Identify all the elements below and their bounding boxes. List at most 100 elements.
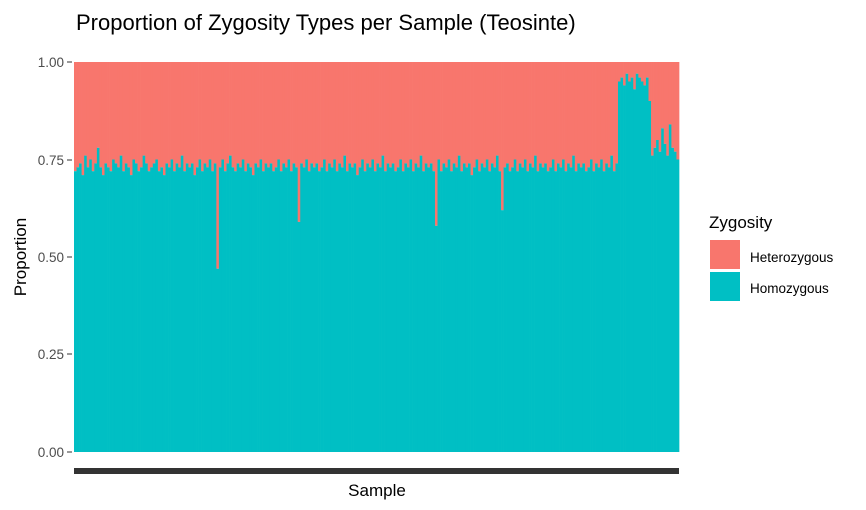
bar-heterozygous	[292, 62, 296, 164]
bar-heterozygous	[216, 62, 220, 269]
bar-heterozygous	[480, 62, 484, 164]
bar-heterozygous	[206, 62, 210, 168]
bar-homozygous	[234, 171, 238, 452]
bar-homozygous	[223, 171, 227, 452]
bar-homozygous	[114, 163, 118, 452]
bar-homozygous	[460, 171, 464, 452]
bar-homozygous	[577, 163, 581, 452]
bar-heterozygous	[142, 62, 146, 156]
bar-heterozygous	[302, 62, 306, 168]
bar-homozygous	[89, 159, 93, 452]
bar-homozygous	[320, 167, 324, 453]
bar-heterozygous	[96, 62, 100, 148]
bar-heterozygous	[180, 62, 184, 156]
bar-homozygous	[249, 167, 253, 453]
bar-heterozygous	[485, 62, 489, 160]
bar-homozygous	[373, 171, 377, 452]
bar-heterozygous	[147, 62, 151, 172]
bar-heterozygous	[279, 62, 283, 172]
bar-homozygous	[190, 163, 194, 452]
bar-heterozygous	[112, 62, 116, 160]
bar-heterozygous	[295, 62, 299, 168]
bar-homozygous	[175, 163, 179, 452]
bar-heterozygous	[495, 62, 499, 156]
bar-heterozygous	[203, 62, 207, 164]
bar-homozygous	[119, 155, 123, 452]
bar-heterozygous	[338, 62, 342, 164]
bar-homozygous	[81, 175, 85, 452]
bar-homozygous	[485, 159, 489, 452]
bar-heterozygous	[488, 62, 492, 172]
bar-homozygous	[645, 77, 649, 452]
bar-heterozygous	[513, 62, 517, 160]
bar-homozygous	[305, 159, 309, 452]
bar-homozygous	[511, 167, 515, 453]
bar-homozygous	[170, 159, 174, 452]
legend-swatch-homozygous	[710, 272, 740, 301]
bar-heterozygous	[468, 62, 471, 164]
bar-homozygous	[269, 163, 273, 452]
bar-homozygous	[254, 163, 258, 452]
bar-heterozygous	[442, 62, 446, 164]
bar-homozygous	[498, 171, 502, 452]
bar-heterozygous	[284, 62, 288, 168]
bar-heterozygous	[239, 62, 243, 168]
bar-heterozygous	[630, 62, 634, 78]
bar-heterozygous	[450, 62, 454, 172]
bar-homozygous	[277, 159, 281, 452]
bar-homozygous	[638, 77, 642, 452]
bar-heterozygous	[610, 62, 614, 156]
bar-homozygous	[353, 163, 357, 452]
bar-heterozygous	[409, 62, 413, 160]
bar-homozygous	[274, 167, 278, 453]
bar-heterozygous	[434, 62, 438, 226]
bar-heterozygous	[190, 62, 194, 164]
bar-homozygous	[404, 163, 408, 452]
bar-heterozygous	[523, 62, 527, 160]
bar-homozygous	[562, 159, 565, 452]
bar-heterozygous	[129, 62, 133, 176]
bar-heterozygous	[404, 62, 408, 164]
bar-heterozygous	[119, 62, 123, 156]
bar-homozygous	[399, 159, 403, 452]
bar-homozygous	[292, 163, 296, 452]
bar-homozygous	[615, 163, 619, 452]
bar-heterozygous	[79, 62, 82, 164]
bar-heterozygous	[501, 62, 504, 211]
bar-heterozygous	[465, 62, 469, 168]
y-axis: 1.00 0.75 0.50 0.25 0.00	[38, 55, 72, 460]
bar-homozygous	[579, 167, 583, 453]
bar-heterozygous	[343, 62, 347, 156]
bar-heterozygous	[290, 62, 293, 172]
bar-homozygous	[379, 167, 382, 453]
bar-homozygous	[145, 163, 149, 452]
bar-homozygous	[307, 171, 311, 452]
bar-homozygous	[445, 167, 449, 453]
bar-homozygous	[74, 171, 77, 452]
bar-heterozygous	[132, 62, 136, 160]
bar-homozygous	[572, 155, 576, 452]
bar-heterozygous	[244, 62, 248, 172]
bar-homozygous	[455, 167, 459, 453]
bar-heterozygous	[462, 62, 466, 164]
bar-heterozygous	[584, 62, 588, 172]
bar-homozygous	[84, 155, 88, 452]
bar-heterozygous	[396, 62, 400, 168]
bar-heterozygous	[389, 62, 393, 168]
bar-homozygous	[473, 167, 476, 453]
bar-heterozygous	[241, 62, 245, 160]
bar-homozygous	[551, 159, 555, 452]
bar-homozygous	[282, 163, 286, 452]
bar-homozygous	[574, 171, 578, 452]
bar-homozygous	[262, 171, 265, 452]
bar-homozygous	[231, 167, 235, 453]
bar-heterozygous	[412, 62, 415, 172]
bar-heterozygous	[249, 62, 253, 168]
bar-heterozygous	[607, 62, 611, 168]
bar-homozygous	[211, 171, 215, 452]
bar-heterozygous	[361, 62, 365, 160]
bar-heterozygous	[544, 62, 548, 164]
bar-homozygous	[478, 171, 482, 452]
bar-heterozygous	[511, 62, 515, 168]
bar-heterozygous	[417, 62, 421, 168]
